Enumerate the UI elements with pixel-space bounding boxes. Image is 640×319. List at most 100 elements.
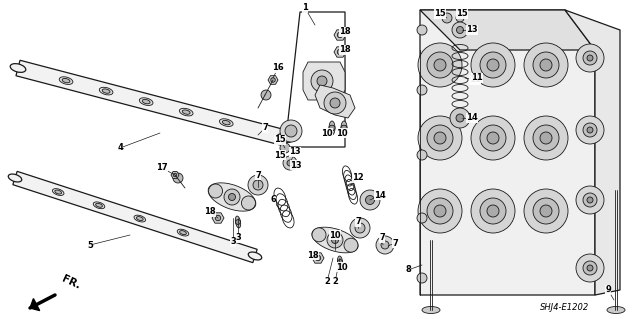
Text: 15: 15 <box>434 10 446 19</box>
Circle shape <box>280 120 302 142</box>
Circle shape <box>456 26 463 33</box>
Text: 13: 13 <box>466 26 478 34</box>
Circle shape <box>365 196 374 204</box>
Text: 15: 15 <box>274 151 286 160</box>
Ellipse shape <box>236 219 241 224</box>
Text: 10: 10 <box>321 129 333 137</box>
Circle shape <box>576 186 604 214</box>
Circle shape <box>576 116 604 144</box>
Polygon shape <box>315 85 355 118</box>
Circle shape <box>427 52 453 78</box>
Circle shape <box>287 160 293 166</box>
Circle shape <box>311 70 333 92</box>
Polygon shape <box>268 76 278 84</box>
Circle shape <box>487 132 499 144</box>
Circle shape <box>587 197 593 203</box>
Circle shape <box>450 108 470 128</box>
Text: 11: 11 <box>469 76 481 85</box>
Ellipse shape <box>222 120 230 125</box>
Text: 18: 18 <box>204 207 216 217</box>
Polygon shape <box>13 171 257 263</box>
Circle shape <box>355 223 365 233</box>
Text: 16: 16 <box>272 63 284 72</box>
Circle shape <box>173 173 183 183</box>
Circle shape <box>471 189 515 233</box>
Circle shape <box>228 194 236 201</box>
Circle shape <box>471 43 515 87</box>
Ellipse shape <box>312 227 358 253</box>
Circle shape <box>418 43 462 87</box>
Circle shape <box>452 22 468 38</box>
Text: 11: 11 <box>471 73 483 83</box>
Ellipse shape <box>10 63 26 72</box>
Circle shape <box>417 25 427 35</box>
Circle shape <box>533 125 559 151</box>
Polygon shape <box>312 253 324 263</box>
Circle shape <box>456 114 464 122</box>
Text: 7: 7 <box>392 239 398 248</box>
Circle shape <box>583 51 597 65</box>
Text: 2: 2 <box>332 278 338 286</box>
Circle shape <box>324 92 346 114</box>
Text: 18: 18 <box>307 250 319 259</box>
Circle shape <box>427 198 453 224</box>
Ellipse shape <box>102 89 110 93</box>
Polygon shape <box>212 213 224 223</box>
Circle shape <box>253 180 263 190</box>
Circle shape <box>480 52 506 78</box>
Ellipse shape <box>52 189 64 196</box>
Ellipse shape <box>220 119 233 126</box>
Circle shape <box>381 241 389 249</box>
Ellipse shape <box>607 307 625 314</box>
Circle shape <box>417 213 427 223</box>
Ellipse shape <box>134 215 145 222</box>
Ellipse shape <box>142 100 150 104</box>
Text: 7: 7 <box>355 218 361 226</box>
Circle shape <box>330 98 340 108</box>
Polygon shape <box>303 62 345 100</box>
Text: 10: 10 <box>336 129 348 137</box>
Ellipse shape <box>60 77 73 85</box>
Ellipse shape <box>140 98 153 105</box>
Circle shape <box>456 14 464 22</box>
Circle shape <box>524 189 568 233</box>
Text: 7: 7 <box>379 234 385 242</box>
Circle shape <box>241 196 255 210</box>
Circle shape <box>327 232 343 248</box>
Circle shape <box>376 236 394 254</box>
Circle shape <box>533 52 559 78</box>
Polygon shape <box>420 10 595 295</box>
Ellipse shape <box>337 256 342 268</box>
Text: 10: 10 <box>329 231 341 240</box>
Circle shape <box>442 13 452 23</box>
Circle shape <box>209 184 223 198</box>
Circle shape <box>487 205 499 217</box>
Polygon shape <box>420 10 595 50</box>
Circle shape <box>587 265 593 271</box>
Ellipse shape <box>329 121 335 135</box>
Circle shape <box>533 198 559 224</box>
Polygon shape <box>171 172 179 178</box>
Circle shape <box>360 190 380 210</box>
Text: 3: 3 <box>235 234 241 242</box>
Polygon shape <box>30 299 40 311</box>
Circle shape <box>215 215 221 221</box>
Text: 1: 1 <box>302 4 308 12</box>
Circle shape <box>487 59 499 71</box>
Text: 17: 17 <box>156 164 168 173</box>
Ellipse shape <box>337 260 342 264</box>
Text: 14: 14 <box>374 190 386 199</box>
Text: SHJ4-E1202: SHJ4-E1202 <box>540 303 589 313</box>
Circle shape <box>261 90 271 100</box>
Circle shape <box>471 116 515 160</box>
Ellipse shape <box>422 307 440 314</box>
Circle shape <box>417 85 427 95</box>
Circle shape <box>583 261 597 275</box>
Text: 18: 18 <box>339 27 351 36</box>
Circle shape <box>583 193 597 207</box>
Circle shape <box>524 43 568 87</box>
Circle shape <box>417 273 427 283</box>
Text: 13: 13 <box>289 147 301 157</box>
Ellipse shape <box>180 231 186 234</box>
Ellipse shape <box>55 190 61 194</box>
